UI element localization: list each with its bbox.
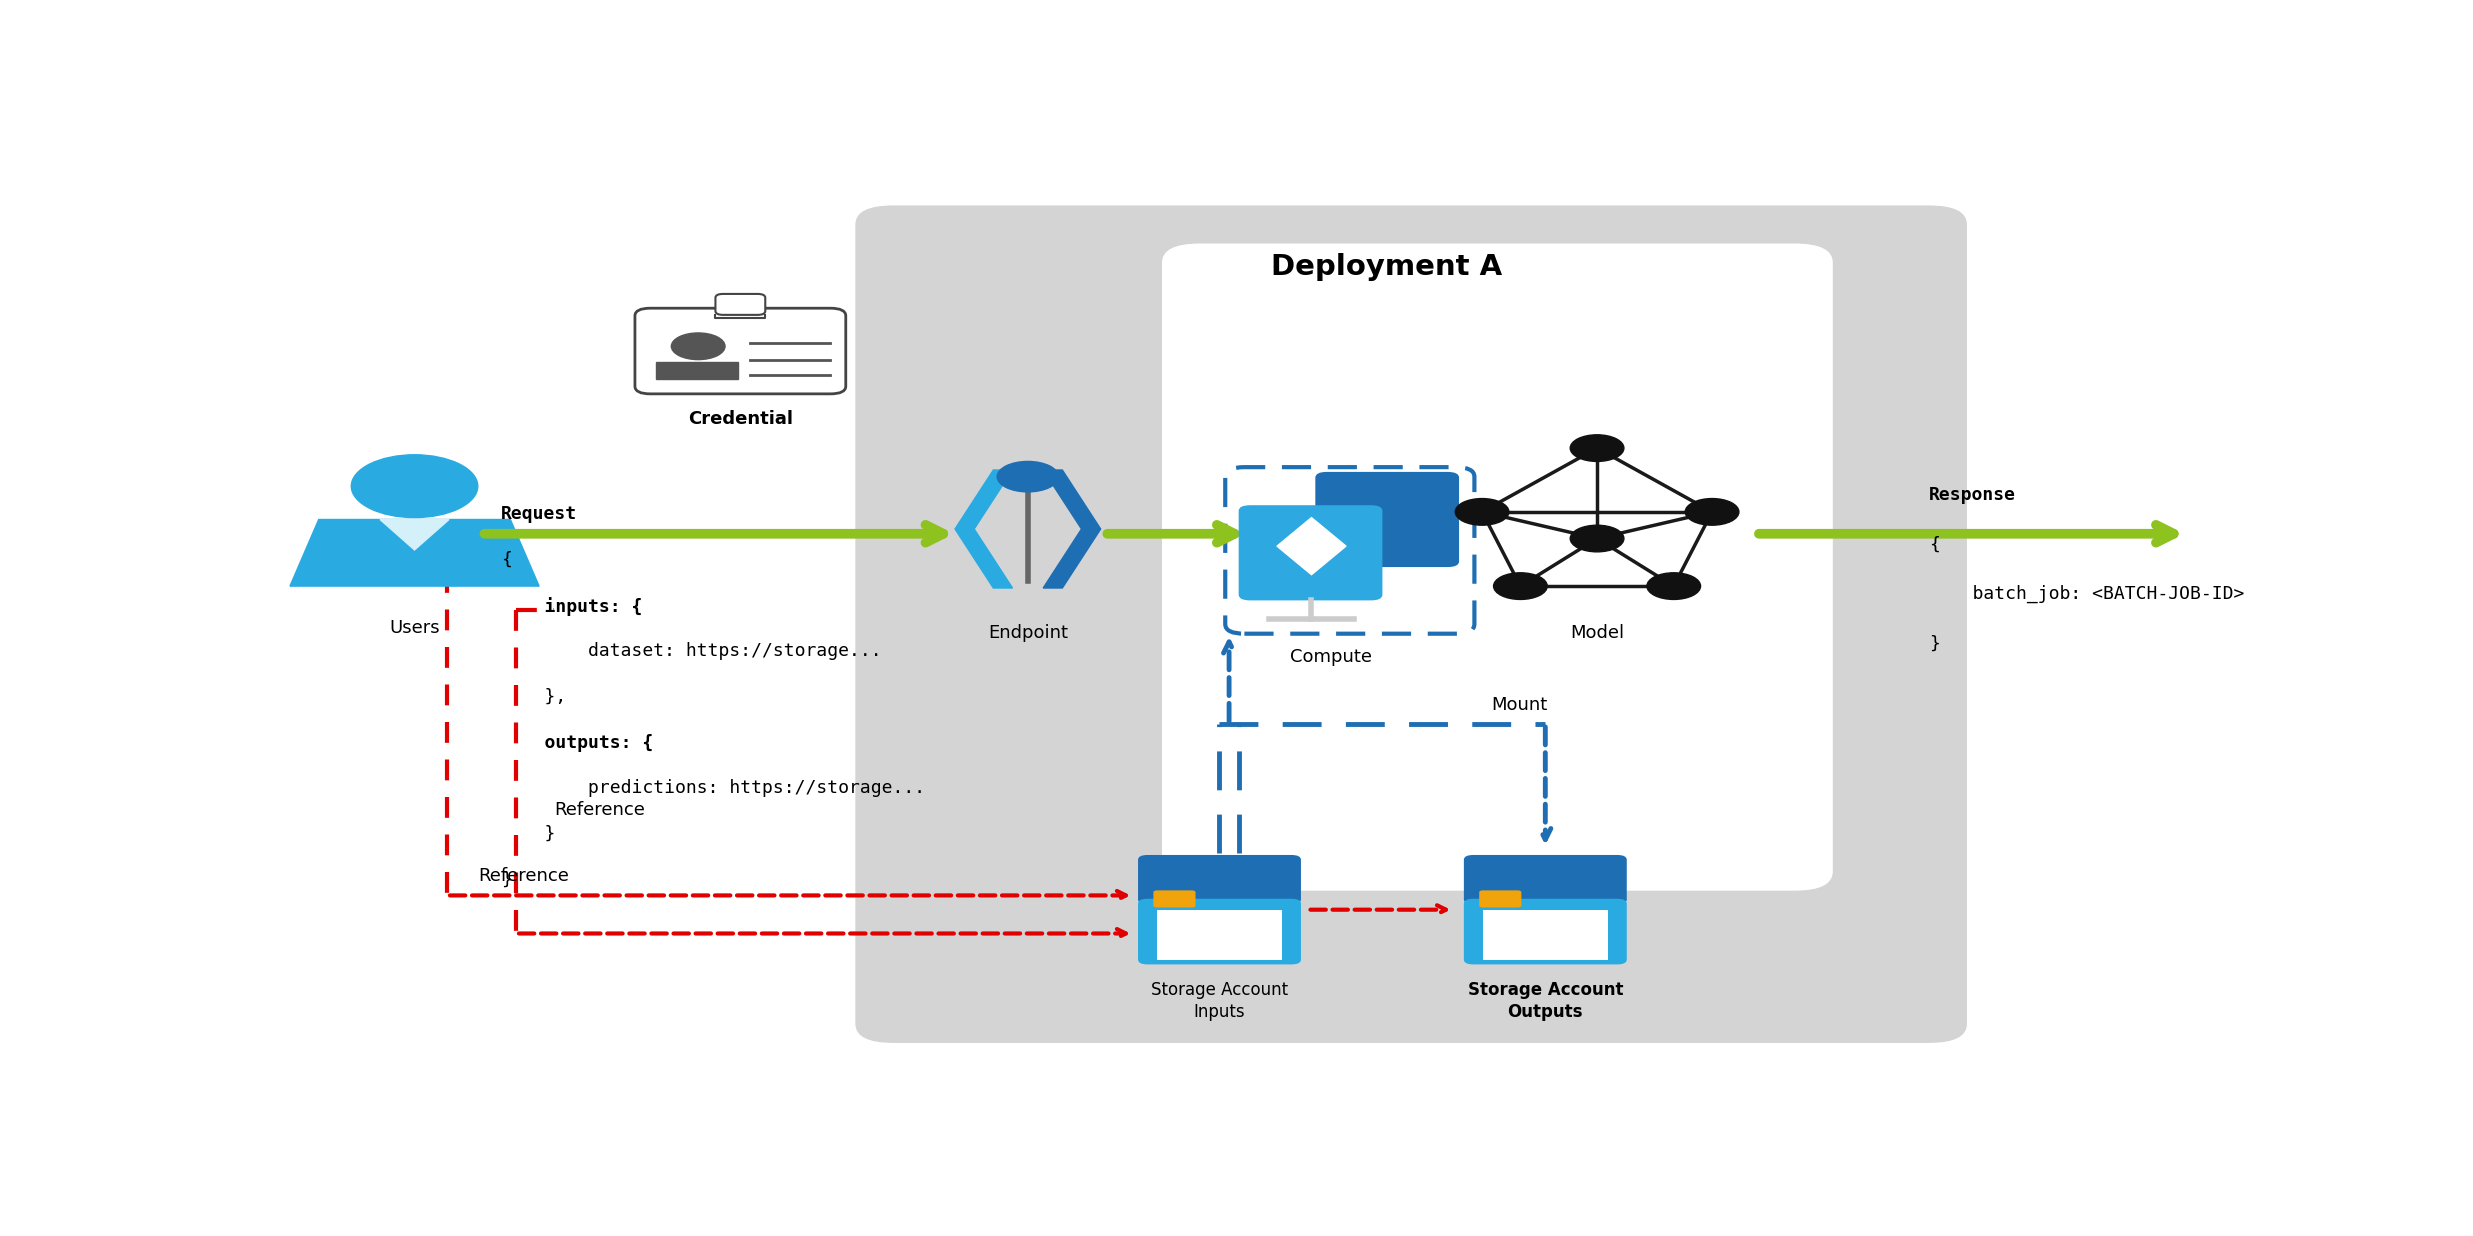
Circle shape — [1494, 572, 1548, 599]
Circle shape — [1570, 435, 1625, 461]
Circle shape — [997, 461, 1058, 492]
Polygon shape — [655, 362, 739, 378]
Text: Reference: Reference — [477, 868, 569, 885]
Bar — [1157, 911, 1281, 959]
Text: Users: Users — [388, 619, 440, 638]
Text: {: { — [500, 551, 512, 569]
FancyBboxPatch shape — [636, 308, 846, 394]
Text: }: } — [500, 870, 512, 889]
Text: Endpoint: Endpoint — [987, 624, 1068, 643]
Text: batch_job: <BATCH-JOB-ID>: batch_job: <BATCH-JOB-ID> — [1929, 585, 2243, 603]
Polygon shape — [381, 519, 450, 550]
Text: {: { — [1929, 535, 1939, 554]
Text: Response: Response — [1929, 486, 2015, 504]
Text: predictions: https://storage...: predictions: https://storage... — [500, 780, 925, 797]
Circle shape — [670, 332, 725, 360]
Text: Request: Request — [500, 506, 576, 523]
Text: Compute: Compute — [1288, 648, 1373, 666]
Text: },: }, — [500, 688, 566, 706]
Text: Deployment A: Deployment A — [1271, 253, 1504, 282]
Circle shape — [1570, 525, 1625, 551]
Polygon shape — [955, 470, 1011, 588]
Polygon shape — [1044, 470, 1100, 588]
FancyBboxPatch shape — [1464, 899, 1627, 964]
FancyBboxPatch shape — [1316, 472, 1459, 567]
FancyBboxPatch shape — [1138, 855, 1301, 905]
Polygon shape — [289, 519, 539, 586]
Text: }: } — [1929, 634, 1939, 653]
Bar — [1484, 911, 1607, 959]
Text: dataset: https://storage...: dataset: https://storage... — [500, 643, 880, 660]
FancyBboxPatch shape — [1152, 890, 1194, 907]
FancyBboxPatch shape — [1239, 506, 1382, 601]
Text: Reference: Reference — [554, 801, 645, 818]
FancyBboxPatch shape — [1138, 899, 1301, 964]
FancyBboxPatch shape — [1479, 890, 1521, 907]
Text: Storage Account
Inputs: Storage Account Inputs — [1150, 981, 1288, 1021]
FancyBboxPatch shape — [715, 294, 764, 315]
Text: Model: Model — [1570, 624, 1625, 643]
Circle shape — [1454, 498, 1509, 525]
FancyBboxPatch shape — [856, 205, 1966, 1043]
Circle shape — [1684, 498, 1739, 525]
Text: }: } — [500, 824, 554, 843]
Text: Mount: Mount — [1491, 696, 1548, 714]
FancyBboxPatch shape — [1162, 243, 1832, 891]
Text: Storage Account
Outputs: Storage Account Outputs — [1466, 981, 1622, 1021]
Text: inputs: {: inputs: { — [500, 597, 643, 616]
Circle shape — [351, 455, 477, 518]
Text: outputs: {: outputs: { — [500, 734, 653, 751]
Polygon shape — [1276, 518, 1345, 575]
Text: Credential: Credential — [687, 410, 794, 428]
Circle shape — [1647, 572, 1701, 599]
FancyBboxPatch shape — [1464, 855, 1627, 905]
